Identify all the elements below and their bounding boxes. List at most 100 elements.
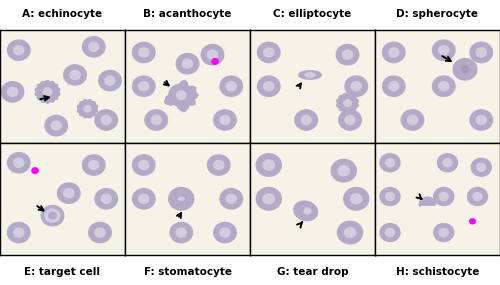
Circle shape bbox=[32, 168, 38, 174]
Text: F: stomatocyte: F: stomatocyte bbox=[144, 266, 232, 276]
Text: G: tear drop: G: tear drop bbox=[276, 266, 348, 276]
Circle shape bbox=[89, 222, 111, 243]
Polygon shape bbox=[294, 201, 318, 221]
Circle shape bbox=[64, 65, 86, 85]
Circle shape bbox=[263, 194, 274, 204]
Circle shape bbox=[338, 221, 362, 244]
Polygon shape bbox=[420, 197, 436, 207]
Circle shape bbox=[145, 110, 168, 130]
Circle shape bbox=[132, 155, 155, 175]
Circle shape bbox=[380, 154, 400, 172]
Circle shape bbox=[14, 46, 24, 55]
Circle shape bbox=[443, 159, 452, 167]
Circle shape bbox=[208, 50, 218, 59]
Circle shape bbox=[386, 192, 394, 201]
Circle shape bbox=[220, 115, 230, 125]
Circle shape bbox=[342, 50, 352, 59]
Polygon shape bbox=[35, 81, 60, 103]
Circle shape bbox=[14, 158, 24, 167]
Circle shape bbox=[470, 219, 475, 224]
Circle shape bbox=[344, 100, 351, 107]
Circle shape bbox=[132, 189, 155, 209]
Circle shape bbox=[169, 188, 194, 210]
Circle shape bbox=[258, 76, 280, 96]
Circle shape bbox=[264, 82, 274, 91]
Circle shape bbox=[256, 188, 281, 210]
Circle shape bbox=[45, 115, 68, 136]
Circle shape bbox=[476, 48, 486, 57]
Circle shape bbox=[471, 158, 491, 176]
Circle shape bbox=[182, 59, 192, 68]
Circle shape bbox=[468, 188, 487, 205]
Circle shape bbox=[401, 110, 424, 130]
Circle shape bbox=[58, 183, 80, 203]
Circle shape bbox=[45, 209, 60, 222]
Circle shape bbox=[101, 194, 112, 203]
Circle shape bbox=[477, 163, 486, 171]
Circle shape bbox=[214, 160, 224, 170]
Circle shape bbox=[214, 110, 236, 130]
Circle shape bbox=[201, 44, 224, 65]
Circle shape bbox=[64, 189, 74, 198]
Circle shape bbox=[138, 194, 149, 203]
Circle shape bbox=[220, 228, 230, 237]
Circle shape bbox=[256, 154, 281, 176]
Circle shape bbox=[438, 46, 449, 55]
Circle shape bbox=[434, 188, 454, 205]
Text: H: schistocyte: H: schistocyte bbox=[396, 266, 479, 276]
Circle shape bbox=[226, 194, 236, 203]
Circle shape bbox=[8, 87, 18, 96]
Ellipse shape bbox=[305, 73, 315, 77]
Circle shape bbox=[339, 110, 361, 130]
Circle shape bbox=[49, 212, 56, 219]
Circle shape bbox=[8, 40, 30, 60]
Polygon shape bbox=[78, 100, 98, 118]
Circle shape bbox=[432, 40, 455, 60]
Circle shape bbox=[88, 42, 99, 51]
Circle shape bbox=[380, 188, 400, 205]
Circle shape bbox=[212, 59, 218, 64]
Circle shape bbox=[220, 189, 242, 209]
Circle shape bbox=[14, 228, 24, 237]
Ellipse shape bbox=[299, 71, 321, 79]
Circle shape bbox=[440, 229, 448, 237]
Circle shape bbox=[434, 223, 454, 242]
Circle shape bbox=[388, 48, 399, 57]
Circle shape bbox=[170, 222, 192, 243]
Circle shape bbox=[105, 76, 115, 85]
Circle shape bbox=[432, 76, 455, 96]
Circle shape bbox=[1, 82, 24, 102]
Circle shape bbox=[101, 115, 112, 125]
Circle shape bbox=[304, 208, 311, 214]
Circle shape bbox=[351, 82, 362, 91]
Text: D: spherocyte: D: spherocyte bbox=[396, 9, 478, 19]
Circle shape bbox=[8, 222, 30, 243]
Circle shape bbox=[344, 227, 356, 238]
Circle shape bbox=[176, 228, 186, 237]
Circle shape bbox=[95, 189, 118, 209]
Circle shape bbox=[331, 159, 356, 182]
Circle shape bbox=[176, 54, 199, 74]
Circle shape bbox=[95, 228, 105, 237]
Circle shape bbox=[70, 70, 80, 80]
Circle shape bbox=[138, 82, 149, 91]
Circle shape bbox=[408, 115, 418, 125]
Circle shape bbox=[220, 76, 242, 96]
Circle shape bbox=[208, 155, 230, 175]
Circle shape bbox=[350, 194, 362, 204]
Circle shape bbox=[470, 42, 492, 63]
Circle shape bbox=[438, 154, 458, 172]
Circle shape bbox=[453, 59, 477, 80]
Circle shape bbox=[345, 76, 368, 96]
Circle shape bbox=[382, 76, 405, 96]
Circle shape bbox=[44, 88, 52, 96]
Circle shape bbox=[41, 205, 64, 226]
Circle shape bbox=[132, 76, 155, 96]
Polygon shape bbox=[337, 93, 358, 113]
Circle shape bbox=[82, 37, 105, 57]
Circle shape bbox=[388, 82, 399, 91]
Circle shape bbox=[295, 110, 318, 130]
Polygon shape bbox=[164, 80, 198, 111]
Circle shape bbox=[82, 155, 105, 175]
Circle shape bbox=[226, 82, 236, 91]
